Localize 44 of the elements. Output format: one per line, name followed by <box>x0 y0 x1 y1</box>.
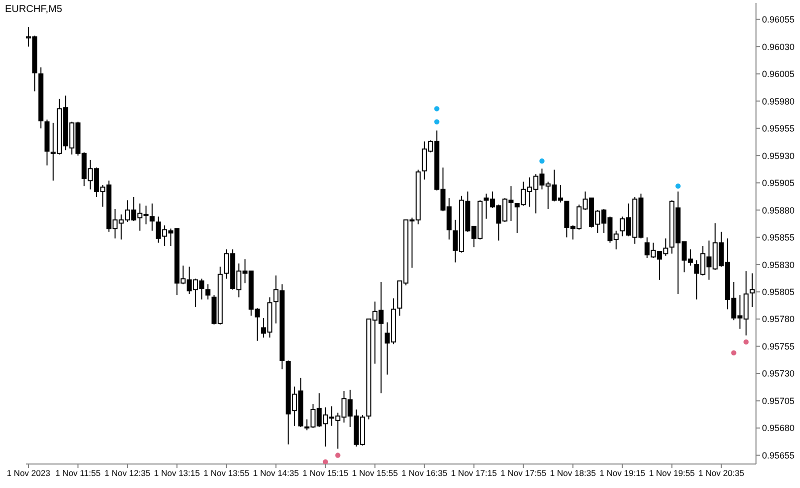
point <box>731 350 736 356</box>
point <box>434 106 440 112</box>
y-tick-label: 0.95655 <box>762 450 795 460</box>
y-tick-label: 0.95855 <box>762 232 795 243</box>
point <box>322 459 328 464</box>
y-tick-label: 0.95830 <box>762 260 795 270</box>
candlestick <box>205 284 210 300</box>
x-tick-label: 1 Nov 15:55 <box>352 468 398 478</box>
y-tick-label: 0.95680 <box>762 423 795 434</box>
y-tick-label: 0.95955 <box>762 124 795 134</box>
x-tick-label: 1 Nov 16:35 <box>401 468 448 478</box>
x-tick-label: 1 Nov 11:55 <box>55 468 101 478</box>
point <box>675 183 681 189</box>
x-tick-label: 1 Nov 2023 <box>6 468 50 478</box>
y-tick-label: 0.95805 <box>762 287 795 297</box>
y-tick-label: 0.95980 <box>762 96 795 106</box>
candlestick <box>750 272 755 308</box>
y-tick-label: 0.95705 <box>762 396 795 406</box>
y-tick-label: 0.95730 <box>762 368 795 379</box>
x-tick-label: 1 Nov 17:15 <box>450 468 498 478</box>
y-tick-label: 0.95880 <box>762 205 795 216</box>
x-tick-label: 1 Nov 12:35 <box>104 468 151 478</box>
x-tick-label: 1 Nov 20:35 <box>698 468 745 478</box>
y-tick-label: 0.96055 <box>762 14 795 25</box>
y-tick-label: 0.96030 <box>762 42 795 52</box>
y-tick-label: 0.95755 <box>762 341 795 352</box>
x-tick-label: 1 Nov 19:55 <box>648 468 696 478</box>
x-tick-label: 1 Nov 13:55 <box>204 468 250 478</box>
x-tick-label: 1 Nov 18:35 <box>550 468 596 478</box>
point <box>434 119 440 124</box>
x-tick-label: 1 Nov 15:15 <box>302 468 349 478</box>
chart-title: EURCHF,M5 <box>5 4 62 15</box>
y-tick-label: 0.95930 <box>762 150 795 161</box>
x-tick-label: 1 Nov 17:55 <box>500 468 547 478</box>
y-tick-label: 0.95780 <box>762 314 795 324</box>
point <box>539 158 545 164</box>
point <box>335 452 340 458</box>
x-tick-label: 1 Nov 14:35 <box>253 468 300 478</box>
x-tick-label: 1 Nov 19:15 <box>599 468 646 478</box>
candlestick <box>150 203 155 232</box>
y-tick-label: 0.96005 <box>762 69 795 80</box>
y-tick-label: 0.95905 <box>762 178 795 188</box>
x-tick-label: 1 Nov 13:15 <box>154 468 200 478</box>
point <box>744 339 749 345</box>
